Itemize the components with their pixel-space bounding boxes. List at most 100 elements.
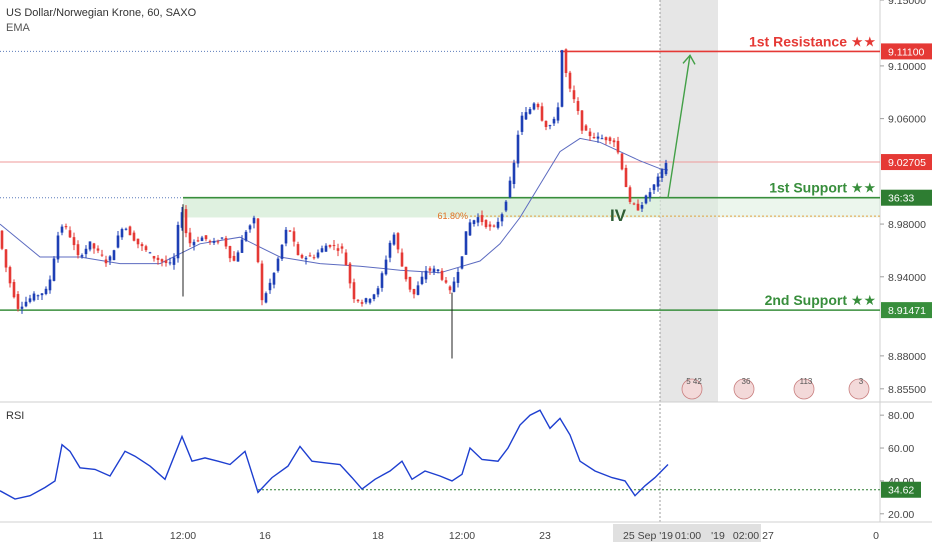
candle-body (348, 263, 352, 284)
candle-body (344, 252, 348, 266)
candle-body (36, 295, 40, 297)
candle-body (624, 167, 628, 188)
candle-body (196, 240, 200, 242)
candle-body (144, 246, 148, 251)
candle-body (320, 248, 324, 253)
candle-body (584, 125, 588, 131)
y-tick-label: 9.06000 (888, 114, 926, 126)
candle-body (0, 230, 4, 249)
candle-body (88, 241, 92, 250)
candle-body (172, 257, 176, 265)
candle-body (56, 235, 60, 260)
candle-body (484, 219, 488, 228)
event-flag-icon (733, 378, 755, 400)
candle-body (28, 298, 32, 302)
candle-body (396, 233, 400, 250)
candle-body (20, 306, 24, 309)
y-tick-label: 8.88000 (888, 351, 926, 363)
candle-body (176, 224, 180, 259)
candle-body (392, 234, 396, 245)
rsi-level-tag-label: 34.62 (888, 485, 914, 497)
candle-body (456, 271, 460, 283)
candle-body (408, 276, 412, 290)
x-tick-label: 25 Sep '19 (623, 530, 673, 542)
candle-body (276, 258, 280, 271)
rsi-y-tick-label: 80.00 (888, 410, 914, 422)
candle-body (428, 268, 432, 271)
candle-body (128, 226, 132, 236)
x-tick-label: 23 (539, 530, 551, 542)
candle-body (480, 215, 484, 223)
candle-body (316, 252, 320, 258)
candle-body (416, 285, 420, 295)
candle-body (132, 232, 136, 241)
candle-body (444, 280, 448, 283)
x-tick-label: 02:00 (733, 530, 759, 542)
candle-body (152, 256, 156, 259)
price-tag-label: 36:33 (888, 193, 914, 205)
candle-body (608, 137, 612, 142)
candle-body (636, 203, 640, 211)
x-tick-label: 12:00 (449, 530, 475, 542)
fib-label: 61.80% (437, 211, 468, 221)
candle-body (604, 137, 608, 141)
candle-body (368, 298, 372, 303)
candle-body (656, 176, 660, 187)
x-tick-label: 18 (372, 530, 384, 542)
y-tick-label: 8.98000 (888, 219, 926, 231)
price-tag (881, 154, 932, 171)
level-label-1: 1st Support ★★ (769, 180, 876, 196)
candle-body (52, 258, 56, 281)
candle-body (472, 220, 476, 225)
rsi-level-tag (881, 481, 921, 498)
candle-body (460, 256, 464, 269)
rsi-y-tick-label: 20.00 (888, 509, 914, 521)
candle-body (120, 229, 124, 238)
candle-body (424, 270, 428, 280)
candle-body (652, 184, 656, 191)
candle-body (380, 273, 384, 288)
candle-body (136, 238, 140, 245)
candle-body (208, 240, 212, 242)
candle-body (188, 232, 192, 244)
candle-body (268, 282, 272, 291)
candle-body (124, 228, 128, 230)
candle-body (600, 138, 604, 140)
indicator-label: EMA (6, 22, 30, 34)
candle-body (228, 246, 232, 259)
event-count: 3 (859, 377, 864, 386)
candle-body (376, 288, 380, 295)
price-tag (881, 302, 932, 319)
x-tick-label: 27 (762, 530, 774, 542)
ema-line (0, 137, 669, 274)
candle-body (588, 131, 592, 137)
candle-body (612, 140, 616, 143)
support-zone-ext (660, 197, 880, 218)
candle-body (180, 212, 184, 228)
candle-body (280, 244, 284, 259)
candle-body (576, 101, 580, 112)
candle-body (284, 229, 288, 244)
candle-body (620, 153, 624, 170)
candle-body (92, 243, 96, 249)
candle-body (572, 90, 576, 100)
candle-body (104, 259, 108, 264)
candle-body (200, 237, 204, 242)
candle-body (8, 267, 12, 284)
rsi-title: RSI (6, 410, 25, 422)
event-flag-icon (848, 378, 870, 400)
candle-body (356, 299, 360, 302)
candle-body (216, 241, 220, 243)
candle-body (628, 187, 632, 202)
candle-body (312, 257, 316, 259)
level-label-0: 1st Resistance ★★ (749, 33, 876, 49)
candle-body (16, 294, 20, 309)
candle-body (492, 225, 496, 227)
x-tick-label: 16 (259, 530, 271, 542)
candle-body (504, 201, 508, 211)
candle-body (240, 239, 244, 253)
candle-body (468, 222, 472, 236)
y-tick-label: 9.15000 (888, 0, 926, 7)
candle-body (48, 279, 52, 291)
